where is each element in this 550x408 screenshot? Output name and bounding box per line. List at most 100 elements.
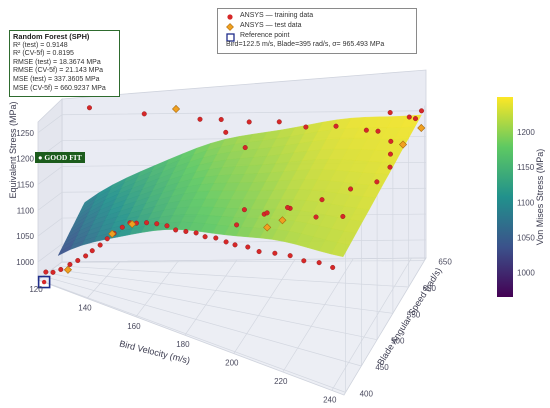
training-point[interactable]: [419, 108, 425, 114]
training-point[interactable]: [83, 253, 89, 259]
grid-line-y: [61, 260, 425, 263]
colorbar-tick-label: 1100: [517, 198, 535, 207]
stat-rmse-cv: RMSE (CV-5f) = 21.143 MPa: [13, 67, 104, 75]
training-point[interactable]: [97, 242, 103, 248]
y-tick-label: 650: [438, 258, 452, 267]
training-point[interactable]: [202, 234, 208, 240]
training-point[interactable]: [223, 239, 229, 245]
response-surface: [57, 114, 422, 258]
training-point[interactable]: [242, 145, 248, 151]
training-point[interactable]: [375, 128, 381, 134]
training-point[interactable]: [154, 221, 160, 227]
training-point[interactable]: [285, 205, 291, 211]
grid-line-z: [37, 110, 427, 134]
y-tick-label: 500: [391, 337, 405, 346]
training-point[interactable]: [58, 266, 64, 272]
training-point[interactable]: [67, 261, 73, 267]
training-point[interactable]: [75, 257, 81, 263]
test-point[interactable]: [172, 104, 181, 113]
training-point[interactable]: [234, 222, 240, 228]
training-point[interactable]: [313, 214, 319, 220]
grid-line-x: [282, 258, 354, 373]
training-point[interactable]: [316, 260, 322, 266]
training-point[interactable]: [246, 119, 252, 125]
training-point[interactable]: [256, 249, 262, 255]
training-point[interactable]: [218, 117, 224, 123]
training-point[interactable]: [374, 179, 380, 185]
training-point[interactable]: [223, 129, 229, 135]
y-tick-label: 600: [423, 284, 437, 293]
colorbar-ticks: 1000 1050 1100 1150 1200: [517, 128, 535, 277]
test-point[interactable]: [399, 140, 408, 149]
legend-label-test: ANSYS — test data: [240, 22, 302, 29]
training-point[interactable]: [245, 244, 251, 250]
grid-line-y: [38, 279, 346, 393]
colorbar-tick-label: 1050: [517, 233, 535, 242]
training-point[interactable]: [276, 119, 282, 125]
training-point[interactable]: [348, 186, 354, 192]
colorbar-title: Von Mises Stress (MPa): [535, 149, 545, 246]
training-point[interactable]: [303, 124, 309, 130]
training-point[interactable]: [287, 253, 293, 259]
training-point[interactable]: [387, 151, 393, 157]
training-point[interactable]: [89, 248, 95, 254]
training-point[interactable]: [43, 269, 49, 275]
training-point[interactable]: [272, 250, 278, 256]
training-point[interactable]: [406, 114, 412, 120]
training-point[interactable]: [330, 264, 336, 270]
reference-point[interactable]: [37, 275, 51, 289]
training-point[interactable]: [193, 230, 199, 236]
training-point[interactable]: [86, 105, 92, 111]
training-point[interactable]: [241, 207, 247, 213]
z-tick-label: 1100: [17, 206, 35, 215]
stat-r2-cv: R² (CV-5f) = 0.8195: [13, 50, 74, 58]
training-point[interactable]: [173, 227, 179, 233]
training-point[interactable]: [363, 127, 369, 133]
axis-ticks: 120 140 160 180 200 220 240 400 450 500 550 600 650 1…: [16, 129, 452, 405]
training-point[interactable]: [340, 213, 346, 219]
legend-label-reference: Reference point: [240, 32, 290, 39]
training-point[interactable]: [197, 116, 203, 122]
stat-mse-cv: MSE (CV-5f) = 660.9237 MPa: [13, 84, 106, 92]
grid-line-x: [233, 259, 296, 354]
test-point[interactable]: [108, 229, 117, 238]
y-tick-label: 450: [375, 363, 389, 372]
z-tick-label: 1150: [17, 180, 35, 189]
training-point[interactable]: [213, 235, 219, 241]
training-point[interactable]: [412, 116, 418, 122]
x-tick-label: 200: [225, 359, 239, 368]
training-point[interactable]: [232, 242, 238, 248]
training-point[interactable]: [319, 197, 325, 203]
training-point[interactable]: [301, 258, 307, 264]
training-point[interactable]: [264, 210, 270, 216]
training-point[interactable]: [119, 224, 125, 230]
test-point[interactable]: [278, 216, 287, 225]
training-point[interactable]: [387, 110, 393, 116]
training-point[interactable]: [183, 228, 189, 234]
x-tick-label: 180: [176, 340, 190, 349]
training-point[interactable]: [104, 236, 110, 242]
training-point[interactable]: [388, 138, 394, 144]
stats-box: Random Forest (SPH) R² (test) = 0.9148 R…: [9, 30, 120, 97]
colorbar-tick-label: 1000: [517, 268, 535, 277]
stat-rmse-test: RMSE (test) = 18.3674 MPa: [13, 58, 101, 66]
training-point[interactable]: [387, 164, 393, 170]
training-point[interactable]: [164, 223, 170, 229]
training-point[interactable]: [50, 269, 56, 275]
training-point[interactable]: [333, 123, 339, 129]
z-axis-label: Equivalent Stress (MPa): [8, 101, 18, 198]
x-tick-label: 120: [29, 285, 43, 294]
reference-point-dot: [41, 279, 47, 285]
y-tick-label: 400: [360, 389, 374, 398]
x-tick-label: 140: [78, 303, 92, 312]
training-point[interactable]: [141, 111, 147, 117]
training-point[interactable]: [144, 220, 150, 226]
test-point[interactable]: [63, 265, 72, 274]
test-point[interactable]: [263, 223, 272, 232]
grid-line-x: [331, 257, 412, 391]
grid-line-x: [86, 261, 121, 299]
test-point[interactable]: [128, 220, 137, 229]
z-tick-label: 1050: [16, 232, 34, 241]
test-point[interactable]: [417, 123, 426, 132]
